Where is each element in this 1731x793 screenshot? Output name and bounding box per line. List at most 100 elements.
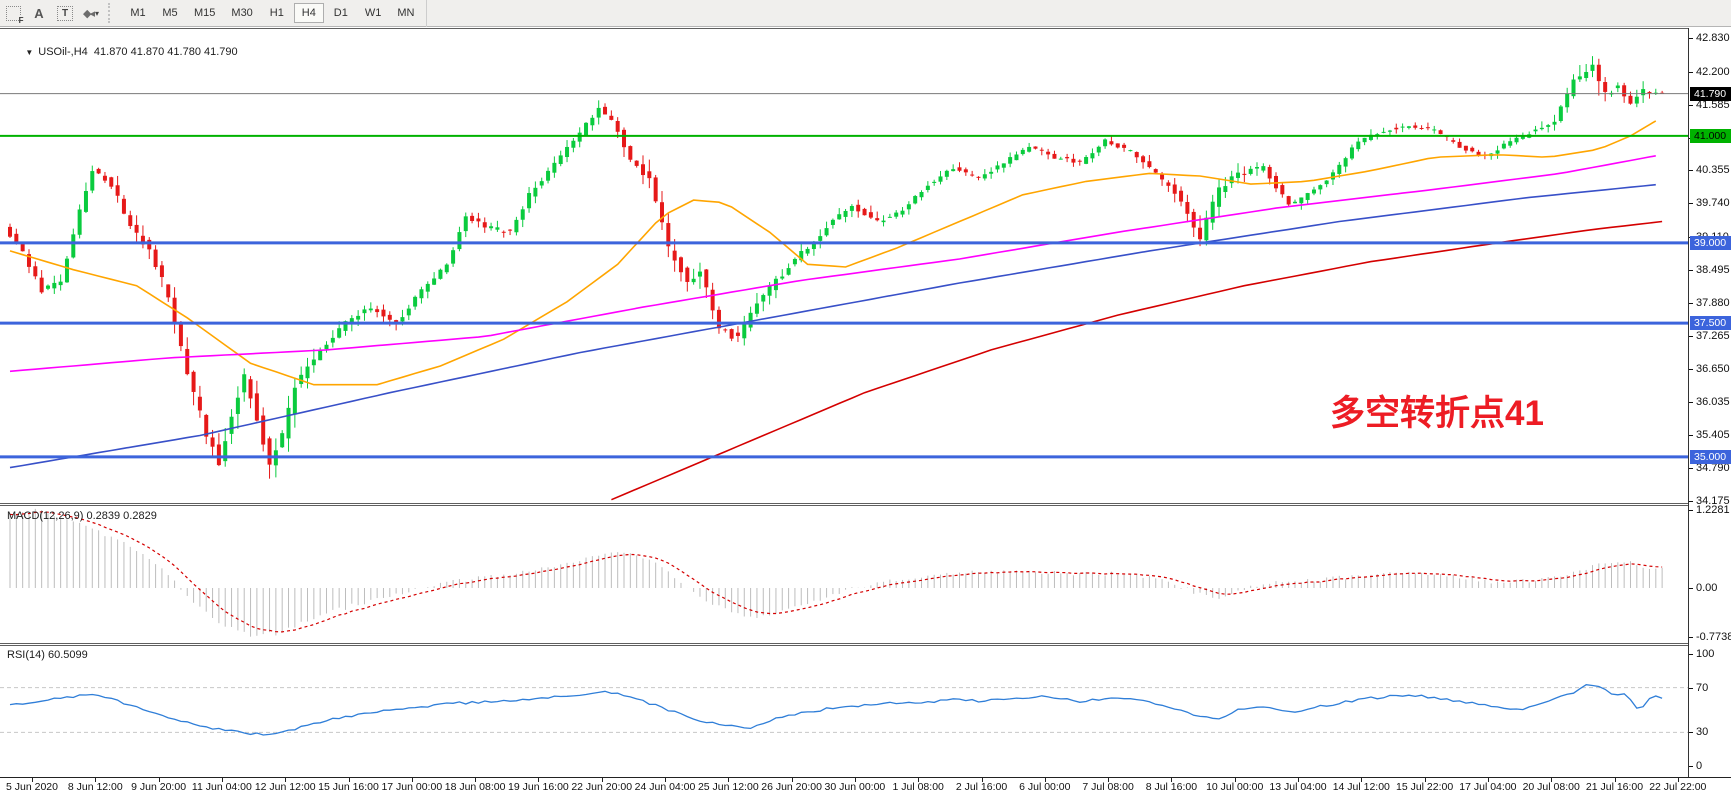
time-label: 1 Jul 08:00 — [892, 781, 944, 793]
macd-tick-label: 1.2281 — [1696, 504, 1730, 517]
time-label: 11 Jun 04:00 — [191, 781, 252, 793]
price-badge-35.000: 35.000 — [1690, 449, 1731, 464]
time-label: 24 Jun 04:00 — [634, 781, 696, 793]
text-label-icon[interactable]: A — [26, 2, 52, 24]
macd-signal-line — [9, 511, 1663, 633]
time-tick — [32, 778, 33, 782]
text-box-icon[interactable]: T — [52, 2, 78, 24]
price-tick-label: 34.790 — [1696, 462, 1730, 475]
a-glyph: A — [34, 5, 44, 21]
objects-cycle-icon[interactable]: ◆◂ ▾ — [78, 2, 104, 24]
time-tick — [1108, 778, 1110, 782]
axis-tick — [1689, 335, 1693, 337]
timeframe-mn-button[interactable]: MN — [390, 3, 421, 23]
time-axis[interactable]: 5 Jun 2020 8 Jun 12:00 9 Jun 20:00 11 Jun 0… — [0, 777, 1731, 793]
axis-tick — [1689, 269, 1693, 271]
price-tick-label: 42.830 — [1696, 32, 1730, 44]
panel-splitter-rsi[interactable] — [0, 643, 1731, 646]
macd-indicator-label: MACD(12,26,9) 0.2839 0.2829 — [7, 510, 157, 522]
symbol-dropdown-icon[interactable]: ▼ — [25, 48, 34, 57]
time-label: 2 Jul 16:00 — [955, 781, 1008, 793]
price-badge-41.000: 41.000 — [1690, 128, 1731, 143]
time-label: 26 Jun 20:00 — [761, 781, 822, 793]
timeframe-h4-button[interactable]: H4 — [293, 3, 324, 23]
macd-panel-canvas[interactable] — [0, 506, 1688, 643]
time-tick — [158, 778, 160, 782]
price-tick-label: 38.495 — [1696, 263, 1730, 276]
time-label: 6 Jul 00:00 — [1019, 781, 1071, 793]
dropdown-caret-icon[interactable]: ▾ — [94, 8, 99, 18]
time-tick — [1487, 778, 1489, 782]
toolbar: F A T ◆◂ ▾ M1 M5 M15 M30 H1 H4 D1 W1 MN — [0, 0, 1731, 27]
price-tick-label: 37.880 — [1696, 296, 1730, 309]
time-label: 15 Jun 16:00 — [318, 781, 379, 793]
rsi-panel-canvas[interactable] — [0, 646, 1688, 777]
time-label: 30 Jun 00:00 — [824, 781, 886, 793]
time-label: 10 Jul 00:00 — [1206, 781, 1264, 793]
time-tick — [1234, 778, 1236, 782]
time-tick — [1361, 778, 1363, 782]
time-tick — [728, 778, 730, 782]
axis-tick — [1689, 71, 1693, 73]
price-badge-39.000: 39.000 — [1690, 235, 1731, 250]
timeframe-d1-button[interactable]: D1 — [326, 3, 356, 23]
time-label: 18 Jun 08:00 — [444, 781, 506, 793]
timeframe-m5-button[interactable]: M5 — [155, 3, 185, 23]
time-tick — [221, 778, 223, 782]
axis-tick — [1689, 104, 1693, 106]
timeframe-h1-button[interactable]: H1 — [262, 3, 292, 23]
axis-tick — [1689, 38, 1693, 39]
auto-trading-grid-icon[interactable]: F — [0, 2, 26, 25]
timeframe-w1-button[interactable]: W1 — [358, 3, 389, 23]
time-tick — [1614, 778, 1616, 782]
chart-annotation-text[interactable]: 多空转折点41 — [1330, 394, 1544, 433]
axis-tick — [1689, 435, 1693, 437]
rsi-tick-label: 0 — [1696, 760, 1703, 772]
rsi-tick-label: 30 — [1696, 726, 1709, 739]
time-label: 20 Jul 08:00 — [1522, 781, 1580, 793]
price-chart-canvas[interactable] — [0, 28, 1688, 503]
time-tick — [854, 778, 856, 782]
time-label: 22 Jul 22:00 — [1649, 781, 1707, 793]
axis-tick — [1689, 654, 1693, 655]
price-tick-label: 41.585 — [1696, 98, 1730, 111]
time-label: 19 Jun 16:00 — [508, 781, 569, 793]
diamond-glyph: ◆◂ — [83, 7, 95, 20]
timeframe-m30-button[interactable]: M30 — [224, 3, 259, 23]
time-tick — [95, 778, 97, 782]
axis-tick — [1689, 302, 1693, 304]
axis-tick — [1689, 401, 1693, 403]
price-badge-41.790: 41.790 — [1690, 86, 1731, 101]
axis-tick — [1689, 203, 1693, 205]
price-badge-37.500: 37.500 — [1690, 316, 1731, 331]
time-label: 14 Jul 12:00 — [1332, 781, 1390, 793]
time-label: 12 Jun 12:00 — [254, 781, 316, 793]
macd-tick-label: -0.7738 — [1696, 631, 1731, 644]
ma-long-red — [611, 220, 1663, 501]
rsi-line — [9, 684, 1663, 736]
time-tick — [1171, 778, 1173, 782]
axis-tick — [1689, 468, 1693, 470]
price-tick-label: 42.200 — [1696, 65, 1730, 78]
time-label: 17 Jul 04:00 — [1459, 781, 1517, 793]
axis-tick — [1689, 368, 1693, 370]
price-axis[interactable]: 42.83042.20041.58540.97040.35539.74039.1… — [1689, 28, 1731, 777]
axis-tick — [1689, 510, 1693, 512]
price-axis-border — [1688, 28, 1689, 777]
time-tick — [411, 778, 413, 782]
axis-tick — [1689, 687, 1693, 689]
toolbar-divider — [426, 0, 428, 27]
timeframe-m1-button[interactable]: M1 — [123, 3, 153, 23]
grid-glyph: F — [5, 5, 24, 25]
time-label: 21 Jul 16:00 — [1585, 781, 1644, 793]
time-tick — [981, 778, 983, 782]
time-label: 5 Jun 2020 — [6, 781, 58, 793]
time-tick — [285, 778, 287, 782]
chart-title: ▼ USOil-,H4 41.870 41.870 41.780 41.790 — [7, 34, 237, 70]
axis-tick — [1689, 637, 1693, 639]
timeframe-m15-button[interactable]: M15 — [187, 3, 222, 23]
panel-splitter-macd[interactable] — [0, 503, 1731, 506]
time-label: 7 Jul 08:00 — [1082, 781, 1134, 793]
time-tick — [918, 778, 920, 782]
time-tick — [538, 778, 540, 782]
